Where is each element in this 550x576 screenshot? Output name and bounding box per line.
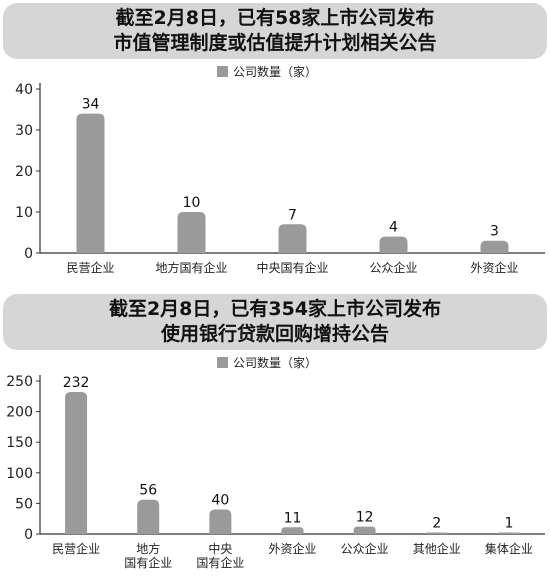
chart-2-bar	[425, 532, 448, 534]
chart-2-value-label: 40	[211, 493, 229, 509]
chart-1-bar	[379, 236, 408, 253]
chart-2-title-box: 截至2月8日，已有354家上市公司发布 使用银行贷款回购增持公告	[3, 294, 547, 350]
chart-1-bar	[76, 113, 105, 253]
chart-1-category-label: 外资企业	[470, 260, 518, 275]
chart-1-value-label: 4	[389, 220, 398, 236]
chart-1-subtitle: 市值管理制度或估值提升计划相关公告	[113, 32, 437, 54]
chart-2-y-tick-label: 200	[6, 405, 33, 421]
chart-2-category-label: 外资企业	[268, 541, 316, 556]
chart-1-legend-label: 公司数量（家）	[233, 64, 317, 79]
chart-2-category-label: 地方	[136, 541, 160, 556]
chart-2-value-label: 56	[139, 483, 157, 499]
chart-1-value-label: 3	[490, 224, 499, 240]
chart-2-bar	[65, 392, 88, 534]
chart-2-legend-label: 公司数量（家）	[233, 355, 317, 370]
chart-2-value-label: 12	[356, 510, 374, 526]
chart-1-category-label: 中央国有企业	[256, 260, 328, 275]
chart-1-bar	[177, 212, 206, 253]
chart-2-bar	[353, 526, 376, 534]
chart-2-category-label: 国有企业	[196, 555, 244, 570]
chart-2-bar	[281, 527, 304, 534]
chart-1-category-label: 地方国有企业	[155, 260, 227, 275]
chart-2-value-label: 232	[63, 375, 90, 391]
chart-2-category-label: 国有企业	[124, 555, 172, 570]
chart-1-y-tick-label: 10	[15, 205, 33, 221]
chart-2-value-label: 11	[284, 510, 302, 526]
chart-2-value-label: 1	[504, 516, 513, 532]
chart-1-y-tick-label: 20	[15, 164, 33, 180]
chart-1-legend-swatch	[217, 66, 228, 77]
chart-1-title: 截至2月8日，已有58家上市公司发布	[115, 7, 435, 29]
chart-1-title-box: 截至2月8日，已有58家上市公司发布 市值管理制度或估值提升计划相关公告	[3, 3, 547, 59]
chart-2-subtitle: 使用银行贷款回购增持公告	[160, 323, 389, 345]
chart-2-category-label: 其他企业	[413, 541, 461, 556]
chart-1-category-label: 民营企业	[66, 260, 114, 275]
chart-1-value-label: 10	[183, 195, 201, 211]
chart-2-y-tick-label: 0	[24, 527, 33, 543]
chart-2-y-tick-label: 100	[6, 466, 33, 482]
chart-2-y-tick-label: 250	[6, 374, 33, 390]
chart-panel-1: 截至2月8日，已有58家上市公司发布 市值管理制度或估值提升计划相关公告 公司数…	[3, 3, 547, 275]
chart-2-category-label: 民营企业	[52, 541, 100, 556]
chart-2-bar	[137, 499, 160, 534]
chart-2-bar	[209, 509, 232, 534]
chart-2-bar	[497, 532, 520, 534]
chart-1-value-label: 34	[82, 97, 100, 113]
chart-1-svg: 公司数量（家） 0 10 20 30 40 34 民营企业 10 地方国有企业 7 中央国有企业 4 公众…	[15, 64, 545, 275]
chart-2-category-label: 中央	[208, 541, 232, 556]
chart-1-bar	[278, 224, 307, 253]
chart-2-legend-swatch	[217, 357, 228, 368]
chart-2-category-label: 集体企业	[485, 541, 533, 556]
chart-1-bar	[480, 240, 509, 253]
chart-1-y-tick-label: 30	[15, 123, 33, 139]
chart-2-y-tick-label: 50	[15, 496, 33, 512]
chart-1-y-tick-label: 40	[15, 82, 33, 98]
chart-2-value-label: 2	[432, 516, 441, 532]
chart-1-value-label: 7	[288, 207, 297, 223]
chart-2-category-label: 公众企业	[341, 541, 389, 556]
chart-panel-2: 截至2月8日，已有354家上市公司发布 使用银行贷款回购增持公告 公司数量（家）…	[0, 291, 550, 576]
chart-2-y-tick-label: 150	[6, 435, 33, 451]
chart-2-title: 截至2月8日，已有354家上市公司发布	[108, 298, 442, 320]
chart-1-category-label: 公众企业	[369, 260, 417, 275]
chart-1-y-tick-label: 0	[24, 246, 33, 262]
